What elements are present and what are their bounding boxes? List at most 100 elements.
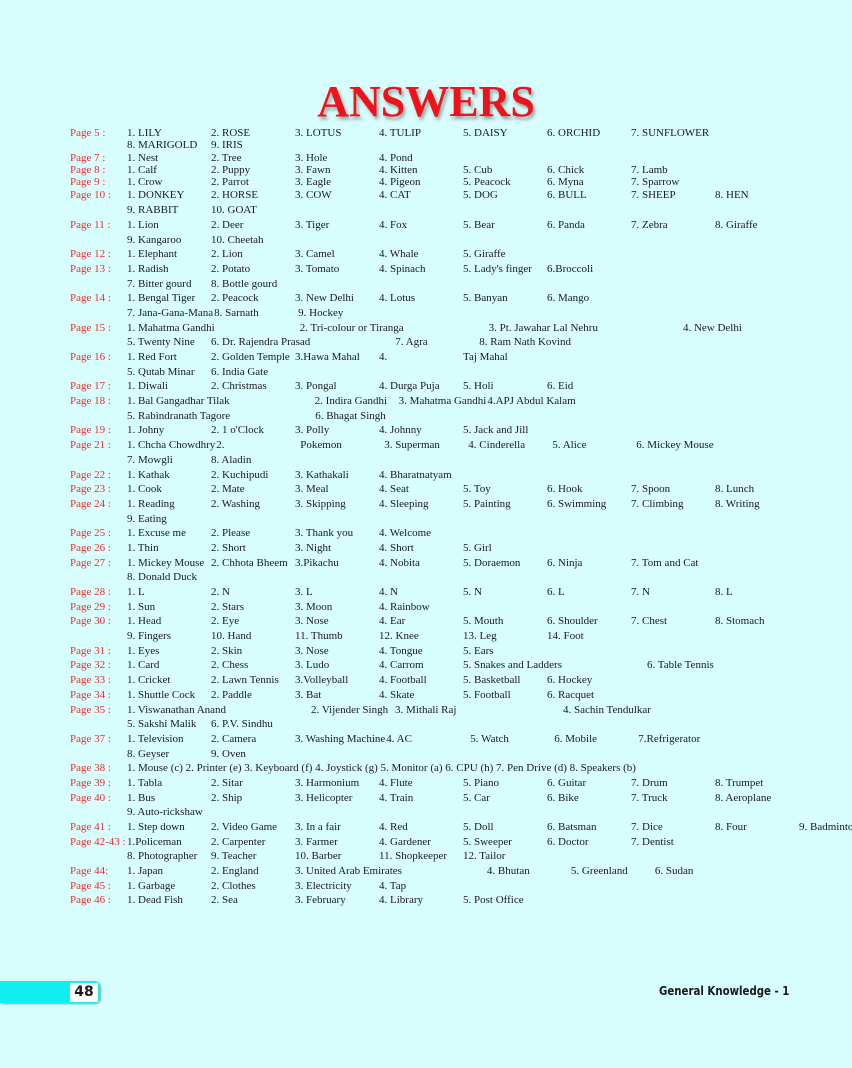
answer-item: 6. Doctor (547, 835, 589, 848)
answer-item: 4. Bharatnatyam (379, 468, 452, 481)
answer-row: 9. Kangaroo 10. Cheetah (70, 233, 830, 248)
answer-item: 3. Mithali Raj (395, 703, 457, 716)
answer-item: 5. DOG (463, 189, 498, 202)
answer-item: 5. Watch (470, 732, 509, 745)
answer-row: 9. Eating (70, 512, 830, 527)
answer-item: 3. February (295, 894, 346, 907)
answer-item: 4. Durga Puja (379, 380, 440, 393)
answer-item: 4. TULIP (379, 127, 421, 139)
answer-item: 1. Mickey Mouse (127, 556, 205, 569)
answer-item: 1. Television (127, 732, 184, 745)
answer-item: 5. Sakshi Malik (127, 718, 197, 731)
answer-item: 2. Eye (211, 615, 240, 628)
answer-item: 5. Twenty Nine (127, 336, 195, 349)
answer-item: 11. Shopkeeper (379, 850, 448, 863)
answer-row: Page 25 : 1. Excuse me 2. Please 3. Thank y… (70, 526, 830, 541)
answer-item: 1. Thin (127, 541, 159, 554)
answer-item: 4. Gardener (379, 835, 431, 848)
answer-item: 5. Doll (463, 821, 494, 834)
answer-item: 4. Spinach (379, 262, 426, 275)
answer-item: 9. Eating (127, 512, 167, 525)
answer-item: 4. Kitten (379, 163, 418, 176)
answer-item: 1. Mahatma Gandhi (127, 321, 215, 334)
answer-row: Page 22 : 1. Kathak 2. Kuchipudi 3. Kathaka… (70, 468, 830, 483)
page-label: Page 38 : (70, 762, 111, 775)
answer-item: 4. Seat (379, 483, 409, 496)
answer-item: 8. Trumpet (715, 776, 764, 789)
page-label (70, 512, 127, 527)
answer-row: 7. Bitter gourd 8. Bottle gourd (70, 277, 830, 292)
answer-item: 11. Thumb (295, 630, 343, 643)
answer-item: 3. Mahatma Gandhi (398, 395, 487, 408)
answer-item: 5. Car (463, 791, 490, 804)
answer-row: Page 15 : 1. Mahatma Gandhi 2. Tri-colour … (70, 321, 830, 336)
answer-item: 1. Garbage (127, 879, 176, 892)
answer-item: 1. Sun (127, 600, 156, 613)
answer-item: 6. Mango (547, 292, 590, 305)
answer-item: 2. Camera (211, 732, 257, 745)
answer-item: 5. Sweeper (463, 835, 512, 848)
answer-item: 6. Mobile (554, 732, 598, 745)
answer-item: 3. Polly (295, 424, 330, 437)
answer-item: 6. BULL (547, 189, 587, 202)
answer-item: 1. Head (127, 615, 162, 628)
answer-item (599, 321, 683, 336)
page-label: Page 8 : (70, 163, 106, 176)
answer-item: 4. Sleeping (379, 497, 429, 510)
page-label: Page 33 : (70, 674, 111, 687)
answer-row: Page 29 : 1. Sun 2. Stars 3. Moon 4. Rainbow (70, 600, 830, 615)
answer-item: 5. Snakes and Ladders (463, 659, 562, 672)
answer-row: Page 31 : 1. Eyes 2. Skin 3. Nose 4. Tongue 5… (70, 644, 830, 659)
answer-item: 5. Basketball (463, 674, 521, 687)
answer-item: 6. Dr. Rajendra Prasad (211, 336, 311, 349)
answer-item: 3. Eagle (295, 176, 332, 189)
answer-item: 7. Dice (631, 821, 663, 834)
answer-item: 3. Washing Machine (295, 732, 386, 745)
answer-item: 2. (216, 439, 225, 452)
answer-row: 5. Qutab Minar 6. India Gate (70, 365, 830, 380)
answer-item: 4. Cinderella (468, 439, 526, 452)
answer-item: 2. Video Game (211, 821, 278, 834)
page-label: Page 26 : (70, 541, 111, 554)
page-label (70, 365, 127, 380)
answer-item: 6. Racquet (547, 688, 595, 701)
answer-item: 7. Bitter gourd (127, 277, 192, 290)
answer-item: 9. Teacher (211, 850, 257, 863)
answer-item: 2. HORSE (211, 189, 259, 202)
answer-row: Page 17 : 1. Diwali 2. Christmas 3. Pongal 4… (70, 379, 830, 394)
answer-item: 3. New Delhi (295, 292, 354, 305)
answer-item: 4. Lotus (379, 292, 416, 305)
answer-item: 7. Drum (631, 776, 668, 789)
answer-item: 3. Moon (295, 600, 333, 613)
answer-item: 3.Volleyball (295, 674, 349, 687)
answer-item: 2. Short (211, 541, 246, 554)
answer-item: 12. Knee (379, 630, 419, 643)
page-label (70, 849, 127, 864)
answer-item: 3. Superman (384, 439, 440, 452)
answer-row: Page 16 : 1. Red Fort 2. Golden Temple 3.Ha… (70, 350, 830, 365)
answer-item: 6. Table Tennis (646, 659, 714, 672)
answer-row: Page 18 : 1. Bal Gangadhar Tilak 2. Indira… (70, 394, 830, 409)
answer-item: 1. Japan (127, 865, 164, 878)
answer-item: 6. Bike (547, 791, 579, 804)
answer-item: 7. Agra (395, 336, 428, 349)
answer-item (405, 321, 489, 336)
answer-item: 4. Fox (379, 218, 408, 231)
page-label: Page 25 : (70, 527, 111, 540)
answer-item: 5. Piano (463, 776, 500, 789)
answer-item: 1. L (127, 586, 145, 599)
answer-item: 3. Nose (295, 644, 329, 657)
answer-item: 5. Peacock (463, 176, 511, 189)
answer-item: 10. Barber (295, 850, 342, 863)
answer-item: 8. Bottle gourd (211, 277, 278, 290)
answer-item: 1. Chcha Chowdhry (127, 439, 216, 452)
page-label: Page 18 : (70, 395, 111, 408)
answer-item: 4. Pond (379, 151, 413, 164)
answer-item: 12. Tailor (463, 850, 506, 863)
page-label (70, 335, 127, 350)
answer-item: 5. Rabindranath Tagore (127, 409, 231, 422)
answer-row: 9. Fingers 10. Hand 11. Thumb 12. Knee 13. L… (70, 629, 830, 644)
answer-row: Page 38 : 1. Mouse (c) 2. Printer (e) 3. … (70, 761, 830, 776)
answer-item: 1. Bengal Tiger (127, 292, 196, 305)
answer-item (227, 703, 311, 718)
